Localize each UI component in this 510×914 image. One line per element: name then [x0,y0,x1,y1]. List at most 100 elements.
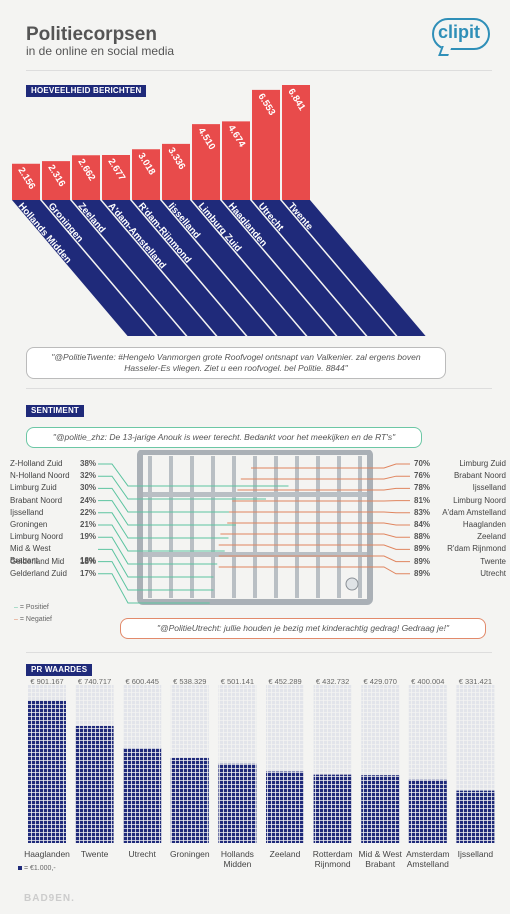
legend-pr-unit: = €1.000,- [18,865,56,872]
pr-category-label: Haaglanden [24,849,70,859]
negative-connector [227,522,410,526]
pr-grid-overlay [28,685,66,843]
message-bar-red [282,85,310,200]
legend-positive: – = Positief [14,604,49,611]
positive-row-label: Gelderland Mid [10,556,65,566]
clipit-logo: clipit [432,18,492,60]
negative-row-label: Haaglanden [462,520,506,529]
negative-row: 78% Ijsselland [414,482,506,494]
divider [26,388,492,389]
fence-bar [169,456,173,598]
negative-row-value: 89% [414,568,431,578]
pr-grid-overlay [361,685,400,843]
positive-row: Mid & West Brabant 18% [10,543,96,565]
legend-positive-label: = Positief [19,604,49,611]
pr-value-label: € 501.141 [220,677,255,686]
fence-bar [337,456,341,598]
positive-row-label: Mid & West Brabant [10,544,51,566]
section-header-messages: HOEVEELHEID BERICHTEN [26,85,147,97]
negative-row-value: 70% [414,459,431,468]
pr-value-label: € 901.167 [30,677,64,686]
speech-bubble-icon [432,18,490,50]
section-header-pr: PR WAARDES [26,664,93,676]
positive-row: N-Holland Noord 32% [10,470,96,482]
negative-row-value: 81% [414,495,431,505]
section-header-sentiment: SENTIMENT [26,405,85,417]
positive-connector [98,512,229,539]
pr-category-label: Hollands Midden [220,849,254,869]
negative-connector [218,555,410,563]
negative-row-value: 83% [414,507,431,517]
positive-row: Gelderland Zuid 17% [10,568,96,580]
message-bar-blue [72,200,216,336]
pr-value-label: € 400.004 [411,677,445,686]
fence-bar [211,456,215,598]
quote-twente: "@PolitieTwente: #Hengelo Vanmorgen grot… [26,347,446,380]
fence-bar [316,456,320,598]
positive-row-label: Ijsselland [10,507,44,517]
message-bar-blue [102,200,246,336]
positive-row: Limburg Zuid 30% [10,482,96,494]
pr-value-label: € 600.445 [125,677,159,686]
legend-negative-label: = Negatief [19,616,52,623]
negative-row: 70% Limburg Zuid [414,458,506,470]
negative-row-value: 78% [414,483,431,493]
page-subtitle: in de online en social media [26,44,175,58]
pr-category-label: Twente [80,849,109,859]
negative-connector [228,511,410,514]
legend-pr-unit-label: = €1.000,- [23,865,56,872]
negative-row-label: Twente [480,556,506,566]
fence-bar [148,456,152,598]
negative-row-value: 89% [414,544,431,554]
pr-grid-overlay [170,685,209,843]
fence-bar [274,456,278,598]
negative-connector [240,475,410,480]
negative-row-label: R'dam Rijnmond [447,544,506,554]
pr-grid-overlay [75,685,114,843]
negative-row: 83% A'dam Amstelland [414,507,506,519]
positive-connector [98,561,214,591]
negative-row-value: 76% [414,471,431,481]
message-bar-red [162,143,190,200]
positive-row-value: 17% [80,568,97,578]
pr-grid-overlay [218,685,257,843]
positive-row-label: Groningen [10,520,48,529]
negative-row-value: 84% [414,520,431,529]
positive-row: Z-Holland Zuid 38% [10,458,96,470]
negative-row-label: Zeeland [477,532,506,542]
positive-row: Brabant Noord 24% [10,495,96,507]
positive-connector [98,475,266,500]
positive-connector [98,463,289,487]
positive-connector [98,524,225,552]
message-bar-blue [42,200,186,336]
positive-row-label: Limburg Zuid [10,483,57,493]
positive-row-value: 30% [80,483,97,493]
positive-row-value: 18% [80,556,97,566]
pr-value-label: € 538.329 [173,677,207,686]
footer-brand: BAD9EN. [24,893,75,904]
pr-category-label: Ijsselland [457,849,494,859]
positive-connector [98,487,259,513]
message-bar-blue [252,200,396,336]
divider [26,70,492,71]
negative-row-label: Utrecht [480,568,506,578]
negative-connector [218,566,410,575]
pr-category-label: Rotterdam Rijnmond [312,849,353,869]
positive-row-label: Gelderland Zuid [10,568,67,578]
pr-value-label: € 740.717 [77,677,112,686]
message-bar-blue [162,200,306,336]
message-bar-blue [132,200,276,336]
fence-lock-icon [345,577,359,591]
logo-text: clipit [438,22,481,42]
negative-connector [220,533,410,538]
negative-row: 89% Twente [414,556,506,568]
message-bar-red [132,149,160,200]
negative-row-label: A'dam Amstelland [442,507,506,517]
positive-row-value: 21% [80,520,97,529]
divider [26,652,492,653]
pr-category-label: Zeeland [269,849,301,859]
negative-row-label: Brabant Noord [453,471,506,481]
message-bar-blue [222,200,366,336]
message-bar-red [72,155,100,200]
positive-row: Gelderland Mid 18% [10,556,96,568]
